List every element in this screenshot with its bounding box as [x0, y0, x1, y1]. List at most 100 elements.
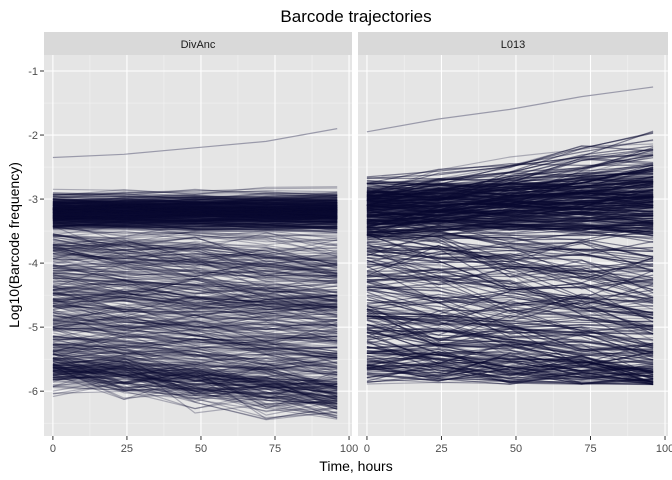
trajectory-line [366, 166, 654, 198]
trajectory-line [52, 202, 338, 217]
trajectory-line [52, 212, 338, 221]
trajectory-line [366, 201, 654, 209]
trajectory-line [366, 187, 654, 222]
trajectory-line [366, 163, 654, 178]
trajectory-line [52, 210, 338, 218]
trajectory-line [52, 326, 338, 339]
trajectory-line [52, 214, 338, 221]
trajectory-line [52, 212, 338, 221]
trajectory-line [52, 234, 338, 259]
trajectory-line [366, 340, 654, 384]
trajectory-line [366, 223, 654, 244]
trajectory-line [366, 211, 654, 220]
trajectory-line [366, 361, 654, 379]
trajectory-line [52, 253, 338, 280]
trajectory-line [366, 177, 654, 199]
trajectory-line [366, 200, 654, 229]
trajectory-line [52, 201, 338, 208]
trajectory-line [52, 386, 338, 419]
trajectory-line [366, 305, 654, 334]
trajectory-line [52, 203, 338, 210]
trajectory-line [52, 201, 338, 209]
trajectory-line [52, 277, 338, 309]
trajectory-line [52, 326, 338, 373]
trajectory-line [52, 360, 338, 391]
trajectory-line [366, 200, 654, 237]
trajectory-line [52, 209, 338, 217]
trajectory-line [52, 273, 338, 310]
trajectory-line [366, 196, 654, 205]
trajectory-line [52, 337, 338, 355]
trajectory-line [366, 323, 654, 386]
trajectory-line [366, 310, 654, 361]
trajectory-line [52, 200, 338, 209]
trajectory-line [52, 206, 338, 211]
trajectory-line [52, 201, 338, 212]
trajectory-line [366, 234, 654, 257]
trajectory-line [52, 202, 338, 210]
x-tick-label: 50 [195, 443, 207, 455]
trajectory-line [366, 192, 654, 206]
trajectory-line [366, 293, 654, 319]
trajectory-line [52, 365, 338, 400]
trajectory-line [52, 349, 338, 378]
trajectory-line [52, 345, 338, 379]
trajectory-line [366, 145, 654, 191]
trajectory-line [366, 349, 654, 377]
trajectory-line [52, 228, 338, 255]
trajectory-line [366, 354, 654, 374]
trajectory-line [366, 184, 654, 202]
trajectory-line [366, 168, 654, 211]
trajectory-line [52, 204, 338, 214]
trajectory-line [52, 214, 338, 224]
trajectory-line [52, 353, 338, 389]
trajectory-line [52, 213, 338, 223]
trajectory-line [52, 354, 338, 374]
trajectory-line [366, 205, 654, 217]
trajectory-line [366, 193, 654, 220]
trajectory-line [52, 214, 338, 222]
trajectory-line [366, 353, 654, 379]
trajectory-line [52, 292, 338, 304]
trajectory-line [366, 362, 654, 383]
trajectory-line [52, 371, 338, 395]
trajectory-line [366, 198, 654, 206]
trajectory-line [366, 340, 654, 354]
trajectory-line [52, 216, 338, 222]
trajectory-line [52, 320, 338, 334]
trajectory-line [366, 351, 654, 368]
trajectory-line [52, 210, 338, 217]
trajectory-line [52, 275, 338, 316]
trajectory-line [366, 205, 654, 225]
trajectory-line [52, 356, 338, 375]
trajectory-line [52, 206, 338, 215]
trajectory-line [366, 213, 654, 231]
trajectory-line [366, 201, 654, 235]
trajectory-line [52, 197, 338, 204]
trajectory-line [52, 207, 338, 223]
trajectory-line [366, 219, 654, 237]
trajectory-line [52, 215, 338, 221]
trajectory-line [366, 228, 654, 240]
trajectory-line [52, 262, 338, 295]
trajectory-line [366, 181, 654, 193]
trajectory-line [366, 209, 654, 240]
trajectory-line [52, 353, 338, 390]
trajectory-line [52, 226, 338, 232]
trajectory-line [366, 270, 654, 289]
trajectory-line [366, 231, 654, 290]
trajectory-line [52, 358, 338, 397]
chart-title: Barcode trajectories [280, 7, 431, 26]
trajectory-line [366, 185, 654, 195]
trajectory-line [52, 209, 338, 216]
trajectory-line [366, 199, 654, 222]
trajectory-line [52, 199, 338, 209]
trajectory-line [52, 203, 338, 214]
trajectory-line [366, 201, 654, 217]
trajectory-line [52, 209, 338, 217]
trajectory-line [366, 372, 654, 381]
trajectory-line [52, 341, 338, 358]
trajectory-line [366, 227, 654, 299]
trajectory-line [366, 180, 654, 204]
trajectory-line [52, 221, 338, 232]
